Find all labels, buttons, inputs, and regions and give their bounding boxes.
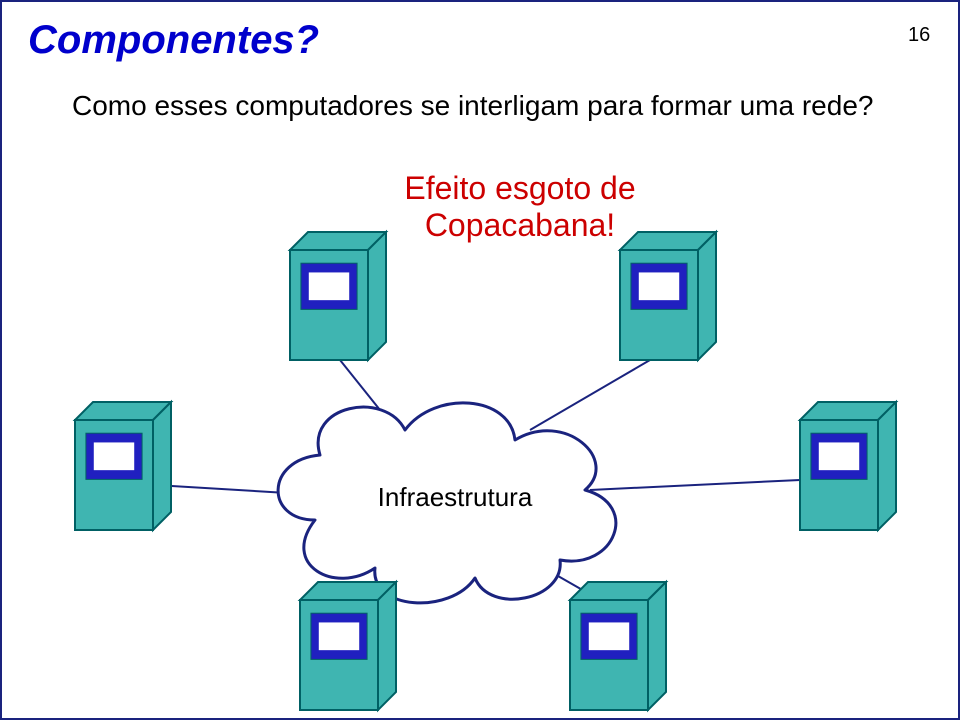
callout-line2: Copacabana!: [425, 207, 615, 243]
cloud-label: Infraestrutura: [345, 482, 565, 513]
page-number: 16: [908, 24, 930, 47]
computer-bottom-right: [570, 582, 666, 710]
computer-top-left: [290, 232, 386, 360]
slide-title: Componentes?: [28, 18, 319, 63]
computer-mid-right: [800, 402, 896, 530]
subtitle: Como esses computadores se interligam pa…: [72, 90, 892, 122]
computer-top-right: [620, 232, 716, 360]
computer-bottom-left: [300, 582, 396, 710]
slide: Componentes? 16 Como esses computadores …: [0, 0, 960, 720]
computer-mid-left: [75, 402, 171, 530]
callout-line1: Efeito esgoto de: [404, 170, 635, 206]
callout-text: Efeito esgoto de Copacabana!: [360, 170, 680, 244]
